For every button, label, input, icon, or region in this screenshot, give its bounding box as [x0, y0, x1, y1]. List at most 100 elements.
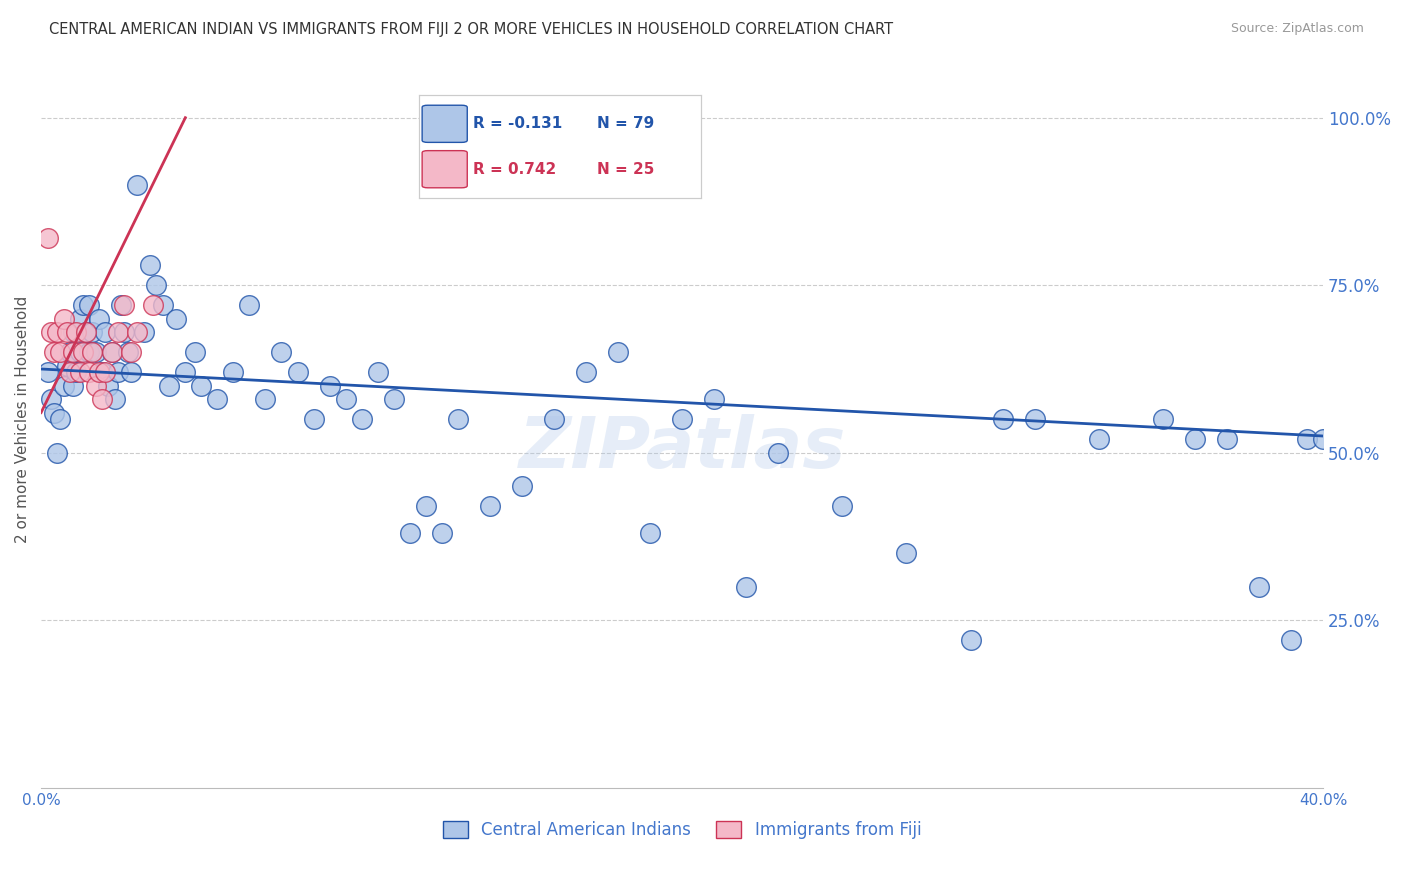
- Point: [478, 500, 501, 514]
- Point: [238, 298, 260, 312]
- Point: [447, 412, 470, 426]
- Point: [52, 378, 75, 392]
- Point: [107, 325, 129, 339]
- Point: [1087, 433, 1109, 447]
- Point: [1296, 433, 1319, 447]
- Point: [1312, 433, 1334, 447]
- Point: [222, 365, 245, 379]
- Point: [287, 365, 309, 379]
- Point: [75, 325, 97, 339]
- Point: [62, 325, 84, 339]
- Point: [430, 526, 453, 541]
- Point: [87, 365, 110, 379]
- Point: [55, 325, 77, 339]
- Point: [165, 311, 187, 326]
- Point: [114, 298, 136, 312]
- Point: [42, 345, 65, 359]
- Legend: Central American Indians, Immigrants from Fiji: Central American Indians, Immigrants fro…: [436, 814, 928, 846]
- Point: [959, 633, 981, 648]
- Point: [896, 546, 918, 560]
- Point: [91, 392, 114, 406]
- Point: [174, 365, 197, 379]
- Point: [69, 311, 91, 326]
- Point: [59, 365, 82, 379]
- Point: [1279, 633, 1302, 648]
- Point: [302, 412, 325, 426]
- Point: [1152, 412, 1174, 426]
- Point: [142, 298, 165, 312]
- Point: [1184, 433, 1206, 447]
- Point: [415, 500, 437, 514]
- Point: [94, 325, 117, 339]
- Point: [270, 345, 292, 359]
- Point: [65, 325, 87, 339]
- Point: [49, 345, 72, 359]
- Point: [100, 345, 122, 359]
- Point: [77, 365, 100, 379]
- Point: [82, 325, 104, 339]
- Point: [1216, 433, 1239, 447]
- Point: [398, 526, 420, 541]
- Point: [367, 365, 389, 379]
- Point: [120, 365, 142, 379]
- Point: [638, 526, 661, 541]
- Point: [831, 500, 853, 514]
- Point: [335, 392, 357, 406]
- Point: [768, 446, 790, 460]
- Point: [107, 365, 129, 379]
- Point: [62, 378, 84, 392]
- Point: [59, 345, 82, 359]
- Y-axis label: 2 or more Vehicles in Household: 2 or more Vehicles in Household: [15, 295, 30, 543]
- Point: [117, 345, 139, 359]
- Point: [120, 345, 142, 359]
- Point: [65, 365, 87, 379]
- Point: [77, 298, 100, 312]
- Point: [77, 345, 100, 359]
- Point: [145, 278, 167, 293]
- Point: [69, 345, 91, 359]
- Point: [75, 325, 97, 339]
- Point: [49, 412, 72, 426]
- Point: [114, 325, 136, 339]
- Point: [52, 311, 75, 326]
- Point: [84, 345, 107, 359]
- Point: [510, 479, 533, 493]
- Point: [72, 345, 94, 359]
- Point: [127, 325, 149, 339]
- Point: [46, 446, 69, 460]
- Point: [100, 345, 122, 359]
- Point: [575, 365, 598, 379]
- Point: [543, 412, 565, 426]
- Point: [72, 298, 94, 312]
- Point: [184, 345, 207, 359]
- Point: [97, 378, 120, 392]
- Point: [703, 392, 725, 406]
- Point: [110, 298, 132, 312]
- Point: [1247, 580, 1270, 594]
- Point: [254, 392, 277, 406]
- Point: [735, 580, 758, 594]
- Point: [190, 378, 212, 392]
- Point: [46, 325, 69, 339]
- Point: [55, 359, 77, 373]
- Point: [318, 378, 340, 392]
- Point: [671, 412, 693, 426]
- Point: [127, 178, 149, 192]
- Point: [42, 406, 65, 420]
- Text: ZIPatlas: ZIPatlas: [519, 414, 846, 483]
- Point: [382, 392, 405, 406]
- Point: [350, 412, 373, 426]
- Point: [152, 298, 174, 312]
- Point: [37, 365, 59, 379]
- Point: [94, 365, 117, 379]
- Point: [84, 378, 107, 392]
- Point: [991, 412, 1014, 426]
- Point: [1024, 412, 1046, 426]
- Point: [132, 325, 155, 339]
- Text: Source: ZipAtlas.com: Source: ZipAtlas.com: [1230, 22, 1364, 36]
- Point: [139, 258, 162, 272]
- Point: [39, 325, 62, 339]
- Point: [87, 311, 110, 326]
- Point: [69, 365, 91, 379]
- Point: [91, 365, 114, 379]
